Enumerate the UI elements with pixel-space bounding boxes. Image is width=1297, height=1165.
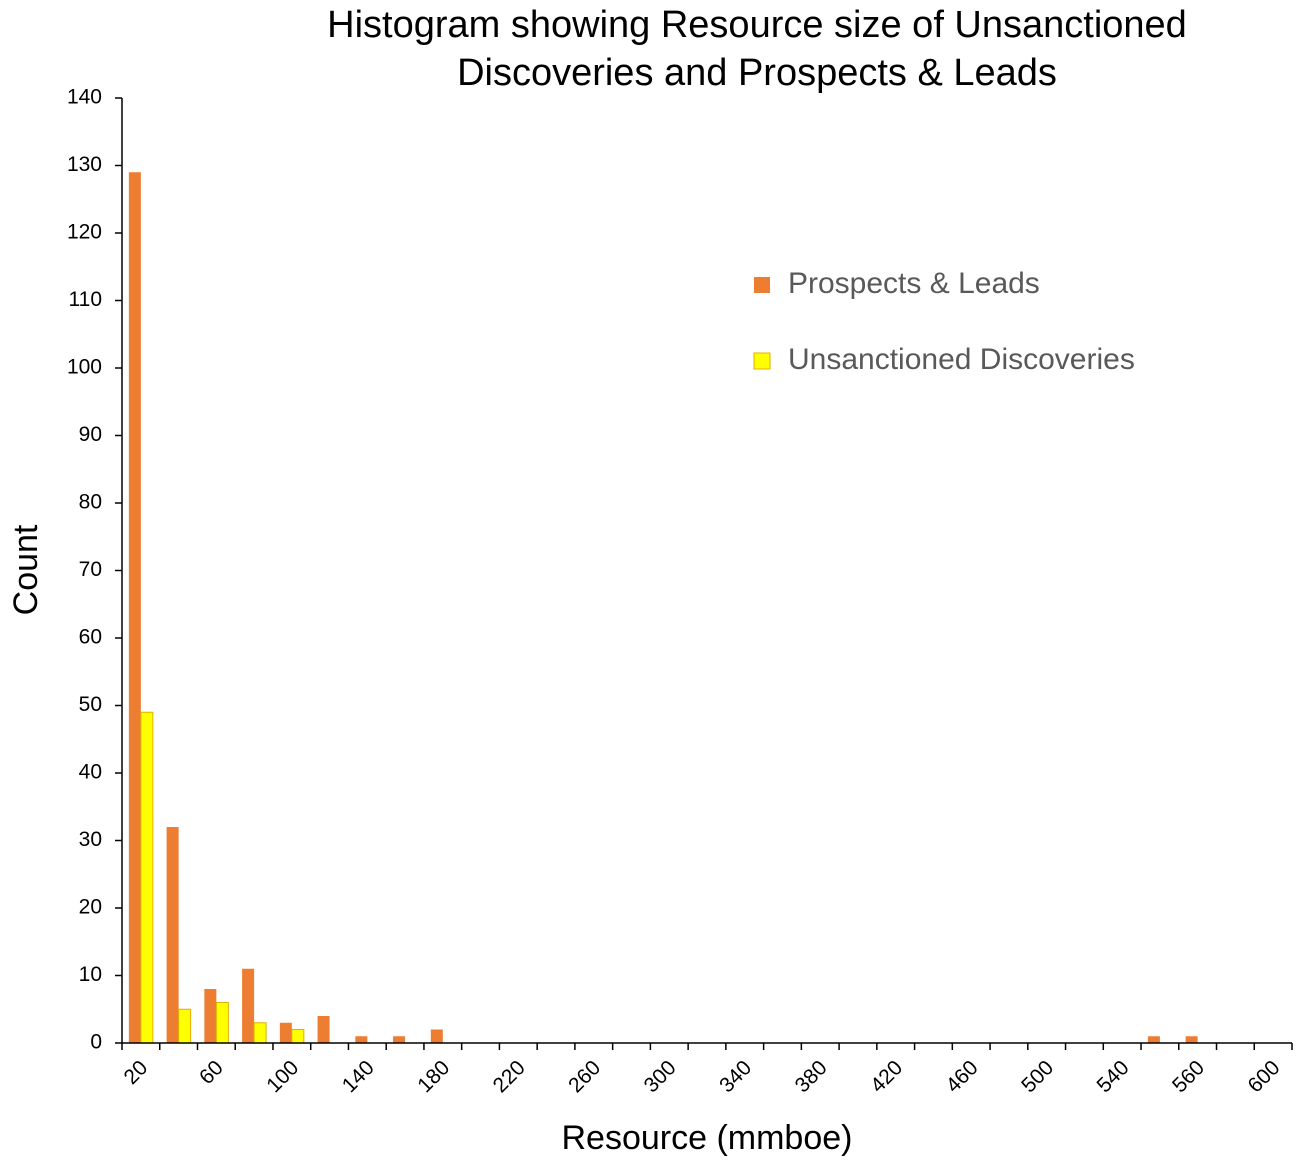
bar (166, 827, 179, 1043)
y-tick-label: 20 (79, 896, 102, 919)
y-tick-label: 120 (67, 221, 102, 244)
y-tick-label: 70 (79, 558, 102, 581)
bar (242, 968, 255, 1043)
bar (253, 1022, 267, 1044)
x-tick-label: 220 (489, 1056, 530, 1097)
bar (1185, 1036, 1198, 1043)
x-tick-label: 100 (262, 1056, 303, 1097)
bar (140, 711, 154, 1044)
bar (291, 1029, 305, 1044)
x-tick-label: 420 (866, 1056, 907, 1097)
x-tick-label: 340 (715, 1056, 756, 1097)
y-tick-label: 110 (69, 288, 102, 311)
bar (1147, 1036, 1160, 1043)
bar (355, 1036, 368, 1043)
bar (279, 1022, 292, 1043)
legend-label: Prospects & Leads (788, 267, 1040, 300)
bar (393, 1036, 406, 1043)
chart-title: Histogram showing Resource size of Unsan… (327, 4, 1187, 46)
y-tick-label: 130 (67, 153, 102, 176)
y-tick-label: 100 (67, 356, 102, 379)
bar (178, 1008, 192, 1044)
x-tick-label: 380 (791, 1056, 832, 1097)
y-tick-label: 80 (79, 491, 102, 514)
bar (128, 172, 141, 1043)
x-axis-label: Resource (mmboe) (562, 1119, 853, 1157)
x-tick-label: 300 (640, 1056, 681, 1097)
x-tick-label: 460 (942, 1056, 983, 1097)
legend-swatch (753, 352, 771, 370)
y-tick-label: 40 (79, 761, 102, 784)
legend-label: Unsanctioned Discoveries (788, 343, 1135, 376)
y-axis-label: Count (7, 524, 45, 615)
y-tick-label: 50 (79, 693, 102, 716)
x-tick-label: 600 (1244, 1056, 1285, 1097)
x-tick-label: 500 (1017, 1056, 1058, 1097)
bar (317, 1016, 330, 1043)
y-tick-label: 140 (67, 86, 102, 109)
y-tick-label: 0 (90, 1031, 102, 1054)
chart-title: Discoveries and Prospects & Leads (457, 52, 1057, 94)
y-tick-label: 90 (79, 423, 102, 446)
y-tick-label: 60 (79, 626, 102, 649)
x-tick-label: 20 (120, 1056, 153, 1089)
x-tick-label: 260 (564, 1056, 605, 1097)
bar (204, 989, 217, 1043)
x-tick-label: 560 (1168, 1056, 1209, 1097)
legend-swatch (754, 277, 770, 293)
x-tick-label: 140 (338, 1056, 379, 1097)
bar (215, 1002, 229, 1044)
x-tick-label: 180 (413, 1056, 454, 1097)
x-tick-label: 540 (1093, 1056, 1134, 1097)
y-tick-label: 30 (79, 828, 102, 851)
bar (430, 1029, 443, 1043)
y-tick-label: 10 (79, 963, 102, 986)
x-tick-label: 60 (195, 1056, 228, 1089)
